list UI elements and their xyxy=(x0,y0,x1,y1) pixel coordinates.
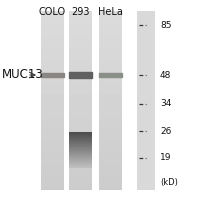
Bar xyxy=(40,73,64,77)
Text: 19: 19 xyxy=(160,154,172,162)
Bar xyxy=(99,73,122,77)
Text: (kD): (kD) xyxy=(160,178,178,186)
Text: MUC13: MUC13 xyxy=(2,68,44,82)
Bar xyxy=(68,72,92,78)
Text: COLO: COLO xyxy=(38,7,66,17)
Text: 85: 85 xyxy=(160,21,172,29)
Text: 26: 26 xyxy=(160,127,171,136)
Text: HeLa: HeLa xyxy=(98,7,122,17)
Text: 48: 48 xyxy=(160,71,171,79)
Text: 34: 34 xyxy=(160,99,171,108)
Text: 293: 293 xyxy=(71,7,89,17)
